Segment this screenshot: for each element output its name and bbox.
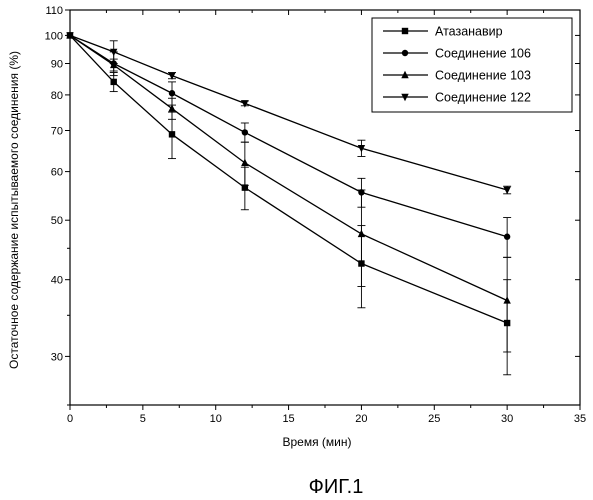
y-tick-label: 30 <box>51 351 63 363</box>
legend-marker <box>402 50 408 56</box>
y-tick-label: 70 <box>51 126 63 138</box>
legend: Атазанавир Соединение 106 Соединение 103 Со… <box>372 18 572 112</box>
data-point <box>242 129 248 135</box>
y-axis-label: Остаточное содержание испытываемого соед… <box>7 51 21 369</box>
data-point <box>241 159 248 166</box>
x-tick-label: 20 <box>355 413 367 425</box>
y-tick-label: 110 <box>45 5 63 17</box>
legend-label: Соединение 106 <box>435 47 531 61</box>
data-point <box>169 131 175 137</box>
x-tick-label: 10 <box>210 413 222 425</box>
x-tick-label: 30 <box>501 413 513 425</box>
data-point <box>504 234 510 240</box>
y-tick-label: 100 <box>45 30 63 42</box>
x-tick-label: 5 <box>140 413 146 425</box>
data-point <box>169 90 175 96</box>
data-point <box>503 187 510 194</box>
data-point <box>111 79 117 85</box>
y-tick-label: 60 <box>51 167 63 179</box>
y-tick-label: 50 <box>51 215 63 227</box>
data-point <box>358 230 365 237</box>
x-tick-label: 25 <box>428 413 440 425</box>
y-tick-label: 80 <box>51 90 63 102</box>
legend-marker <box>402 28 408 34</box>
legend-label: Соединение 103 <box>435 69 531 83</box>
y-tick-label: 40 <box>51 275 63 287</box>
x-tick-label: 15 <box>282 413 294 425</box>
x-tick-label: 35 <box>574 413 586 425</box>
figure-caption: ФИГ.1 <box>309 476 364 498</box>
legend-label: Атазанавир <box>435 25 503 39</box>
legend-label: Соединение 122 <box>435 91 531 105</box>
x-axis-label: Время (мин) <box>282 435 351 449</box>
x-tick-label: 0 <box>67 413 73 425</box>
y-tick-label: 90 <box>51 58 63 70</box>
